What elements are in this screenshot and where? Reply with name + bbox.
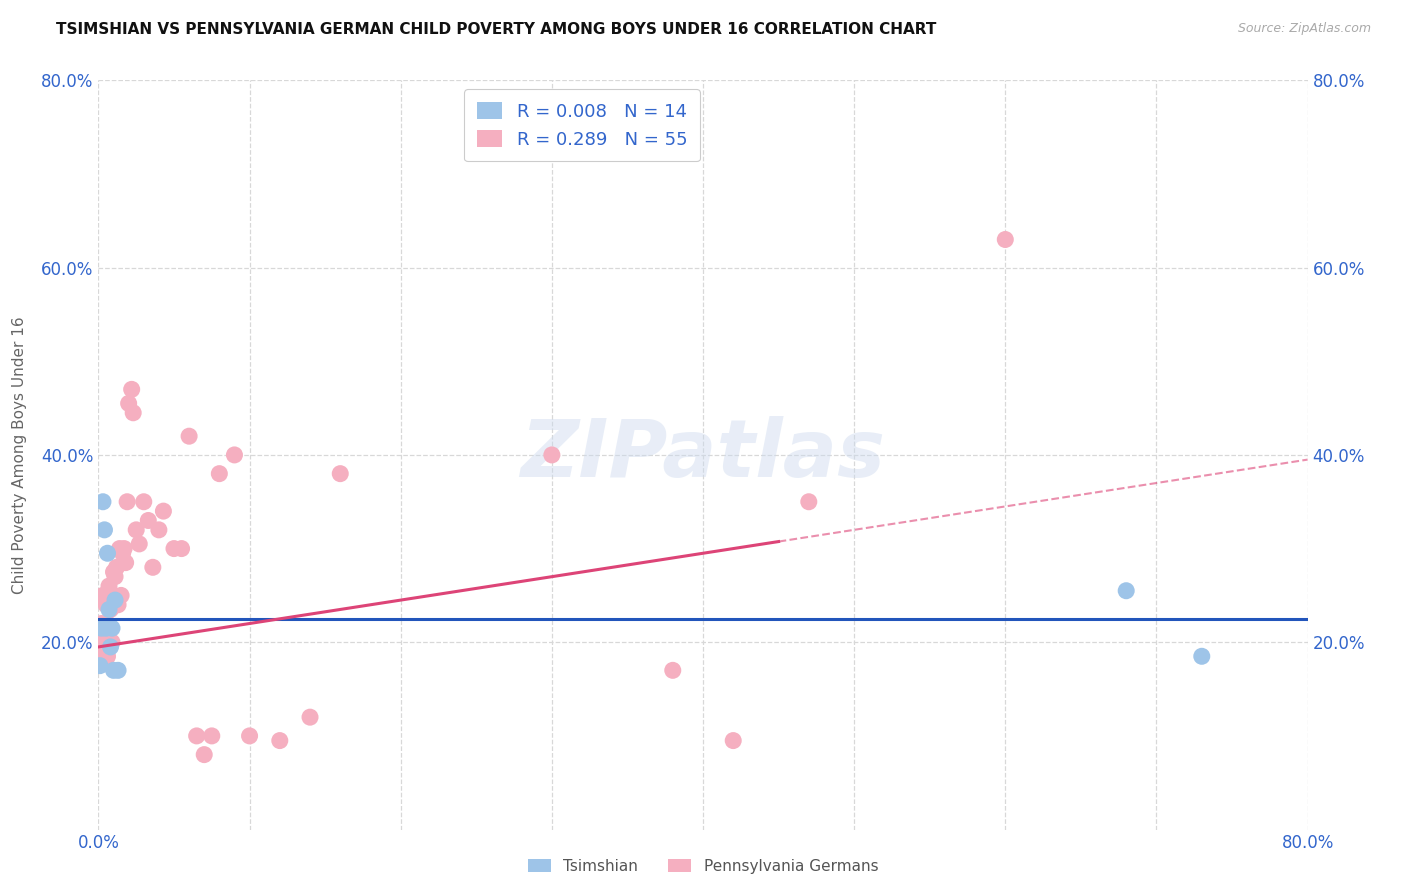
Point (91, 494, 114, 508)
Point (90, 649, 112, 664)
Point (661, 664, 683, 678)
Point (239, 729, 262, 743)
Point (101, 635, 124, 649)
Point (797, 494, 820, 508)
Point (142, 560, 165, 574)
Point (90, 616, 112, 631)
Point (100, 640, 122, 654)
Point (186, 729, 208, 743)
Point (91, 631, 114, 645)
Y-axis label: Child Poverty Among Boys Under 16: Child Poverty Among Boys Under 16 (13, 316, 27, 594)
Point (94, 598, 117, 612)
Point (114, 556, 136, 570)
Point (101, 621, 124, 635)
Point (163, 541, 186, 556)
Point (112, 541, 135, 556)
Point (122, 406, 145, 420)
Point (107, 664, 129, 678)
Point (105, 560, 128, 574)
Text: TSIMSHIAN VS PENNSYLVANIA GERMAN CHILD POVERTY AMONG BOYS UNDER 16 CORRELATION C: TSIMSHIAN VS PENNSYLVANIA GERMAN CHILD P… (56, 22, 936, 37)
Point (103, 565, 125, 579)
Legend: R = 0.008   N = 14, R = 0.289   N = 55: R = 0.008 N = 14, R = 0.289 N = 55 (464, 89, 700, 161)
Point (110, 589, 132, 603)
Point (94, 621, 117, 635)
Point (224, 448, 246, 462)
Point (108, 541, 131, 556)
Point (89, 658, 111, 673)
Point (94, 635, 117, 649)
Point (329, 467, 352, 481)
Text: Source: ZipAtlas.com: Source: ZipAtlas.com (1237, 22, 1371, 36)
Point (111, 546, 134, 560)
Point (299, 710, 322, 724)
Point (1115, 583, 1137, 598)
Point (148, 523, 170, 537)
Point (208, 467, 231, 481)
Point (170, 541, 193, 556)
Point (115, 494, 138, 508)
Point (100, 602, 122, 616)
Point (91, 589, 114, 603)
Point (103, 664, 125, 678)
Text: ZIPatlas: ZIPatlas (520, 416, 886, 494)
Point (269, 733, 291, 747)
Legend: Tsimshian, Pennsylvania Germans: Tsimshian, Pennsylvania Germans (522, 853, 884, 880)
Point (994, 232, 1017, 246)
Point (118, 396, 141, 410)
Point (179, 429, 201, 443)
Point (98, 621, 121, 635)
Point (93, 621, 115, 635)
Point (104, 570, 127, 584)
Point (98, 602, 121, 616)
Point (723, 733, 745, 747)
Point (98, 579, 121, 593)
Point (93, 649, 115, 664)
Point (100, 635, 122, 649)
Point (540, 448, 562, 462)
Point (90, 621, 112, 635)
Point (201, 729, 224, 743)
Point (103, 589, 125, 603)
Point (121, 382, 143, 396)
Point (152, 504, 174, 518)
Point (1191, 649, 1213, 664)
Point (104, 593, 127, 607)
Point (128, 537, 150, 551)
Point (125, 523, 148, 537)
Point (107, 598, 129, 612)
Point (89, 635, 111, 649)
Point (93, 523, 115, 537)
Point (193, 747, 215, 762)
Point (96, 616, 118, 631)
Point (132, 494, 155, 508)
Point (101, 598, 124, 612)
Point (96, 649, 118, 664)
Point (136, 514, 159, 528)
Point (96, 546, 118, 560)
